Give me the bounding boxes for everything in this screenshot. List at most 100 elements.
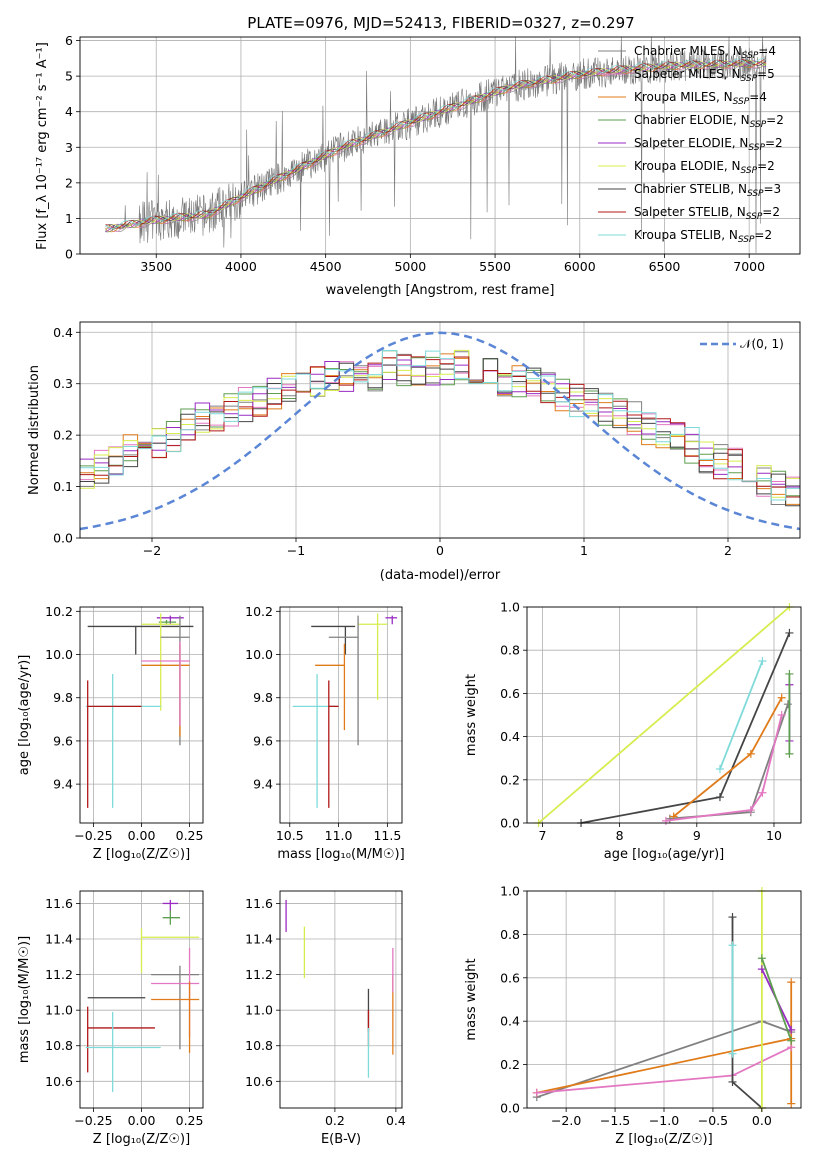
data-group [292,613,398,808]
grid-group [280,607,402,823]
y-tick-label: 1.0 [500,884,520,899]
x-tick-label: 5000 [394,259,426,274]
residual-panel: −2 −1 0 1 2 0.0 0.1 0.2 0.3 0.4 𝒩(0, 1) (data-mod… [27,321,801,583]
y-tick-label: 3 [65,140,73,155]
weight-marker [715,765,724,773]
x-axis-label: E(B-V) [321,1132,361,1147]
model-spectrum-line [105,58,767,229]
x-tick-label: 4500 [310,259,342,274]
y-tick-label: 9.8 [53,690,73,705]
x-tick-label: 0.00 [128,828,156,843]
data-group [85,613,194,808]
x-tick-label: 7 [538,828,546,843]
spectrum-xlabel: wavelength [Angstrom, rest frame] [326,283,555,298]
weight-marker [785,749,794,758]
y-tick-label: 10.8 [245,1038,273,1053]
grid-group [280,891,402,1108]
x-tick-label: 0.4 [386,1113,406,1128]
x-tick-label: 0.2 [325,1113,345,1128]
weight-marker [746,749,755,758]
weight-marker [757,954,766,963]
weight-line [731,917,763,1109]
y-tick-label: 0 [65,247,73,262]
residual-histogram-step [80,350,800,501]
weight-marker [728,913,737,922]
x-axis-label: age [log₁₀(age/yr)] [604,847,725,862]
legend-entry: Salpeter MILES, NSSP=5 [634,67,775,84]
residual-xlabel: (data-model)/error [380,568,501,583]
weight-marker [787,1099,796,1108]
weight-marker [532,1088,541,1097]
grid-group [527,890,801,1109]
x-tick-label: −0.25 [74,828,112,843]
y-tick-label: 10.6 [245,1074,273,1089]
axes-frame [279,890,403,1109]
y-tick-label: 0.0 [500,816,520,831]
y-tick-label: 10.6 [45,1074,73,1089]
spectrum-panel: 3500 4000 4500 5000 5500 6000 6500 70000123456 … [35,33,801,298]
x-tick-label: 10 [766,828,782,843]
weight-marker [787,1036,796,1045]
tick-group: −2.0 −1.5 −1.0 −0.5 0.0 0.0 0.2 0.4 0.6 0.8 1.0 [500,884,772,1129]
residual-ylabel: Normed distribution [27,365,42,495]
y-tick-label: 11.2 [45,967,73,982]
y-tick-label: 10.0 [45,647,73,662]
x-tick-label: −0.5 [698,1113,728,1128]
y-tick-label: 11.2 [245,967,273,982]
x-tick-label: 5500 [479,259,511,274]
y-tick-label: 5 [65,69,73,84]
legend-entry: Salpeter STELIB, NSSP=2 [634,205,780,222]
x-tick-label: 10.5 [276,828,304,843]
y-axis-label: age [log₁₀(age/yr)] [17,655,32,776]
model-spectrum-line [105,59,767,229]
legend-entry: Chabrier MILES, NSSP=4 [634,44,776,61]
x-tick-label: 0.25 [176,828,204,843]
x-tick-label: 0.25 [176,1113,204,1128]
model-spectrum-line [105,62,767,233]
y-axis-label: mass weight [464,674,479,756]
x-axis-label: Z [log₁₀(Z/Z☉)] [93,1132,190,1147]
y-tick-label: 11.4 [245,932,273,947]
tick-group: −0.25 0.00 0.25 9.4 9.6 9.8 10.0 10.2 [45,604,203,843]
residual-histogram-step [80,358,800,507]
y-tick-label: 9.6 [53,733,73,748]
y-axis-label: mass [log₁₀(M/M☉)] [17,936,32,1063]
weight-line [580,632,791,824]
y-tick-label: 0.3 [53,376,73,391]
x-tick-label: 4000 [225,259,257,274]
y-tick-label: 10.0 [245,647,273,662]
y-tick-label: 9.4 [253,777,273,792]
axes-frame [79,606,204,824]
x-tick-label: −1 [287,543,305,558]
y-axis-label: mass weight [464,958,479,1040]
weight-marker [728,941,737,950]
weight-marker [777,693,786,702]
weight-line [538,606,790,824]
x-tick-label: −0.25 [74,1113,112,1128]
y-tick-label: 11.0 [245,1003,273,1018]
chart-title: PLATE=0976, MJD=52413, FIBERID=0327, z=0… [247,14,634,32]
x-tick-label: 0 [436,543,444,558]
weight-marker [728,1077,737,1086]
y-tick-label: 10.2 [45,604,73,619]
y-tick-label: 10.8 [45,1038,73,1053]
data-group [85,899,200,1092]
x-tick-label: 0.0 [752,1113,772,1128]
y-tick-label: 9.4 [53,777,73,792]
weight-marker [746,806,755,815]
x-tick-label: −2.0 [551,1113,581,1128]
x-tick-label: 3500 [140,259,172,274]
spectrum-axes [79,36,801,255]
y-tick-label: 0.0 [500,1101,520,1116]
model-spectrum-line [105,60,767,233]
y-tick-label: 11.4 [45,932,73,947]
weight-line [761,957,793,1042]
y-tick-label: 0.4 [500,1014,520,1029]
weight-marker [777,711,786,719]
y-tick-label: 10.2 [245,604,273,619]
residual-histogram-step [80,350,800,497]
weight-marker [728,1049,737,1058]
x-tick-label: 6000 [564,259,596,274]
spectrum-legend: Chabrier MILES, NSSP=4 Salpeter MILES, NS… [598,44,784,245]
